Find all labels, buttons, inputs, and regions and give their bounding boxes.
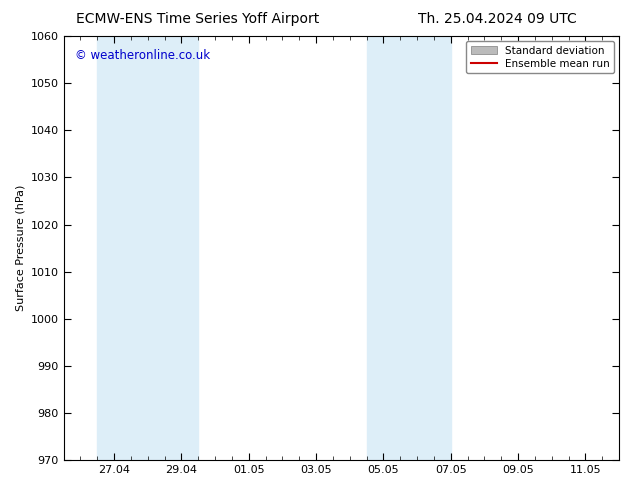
Text: © weatheronline.co.uk: © weatheronline.co.uk — [75, 49, 210, 62]
Bar — [366, 36, 451, 460]
Text: Th. 25.04.2024 09 UTC: Th. 25.04.2024 09 UTC — [418, 12, 577, 26]
Legend: Standard deviation, Ensemble mean run: Standard deviation, Ensemble mean run — [467, 41, 614, 73]
Bar — [97, 36, 198, 460]
Text: ECMW-ENS Time Series Yoff Airport: ECMW-ENS Time Series Yoff Airport — [76, 12, 320, 26]
Y-axis label: Surface Pressure (hPa): Surface Pressure (hPa) — [15, 185, 25, 311]
